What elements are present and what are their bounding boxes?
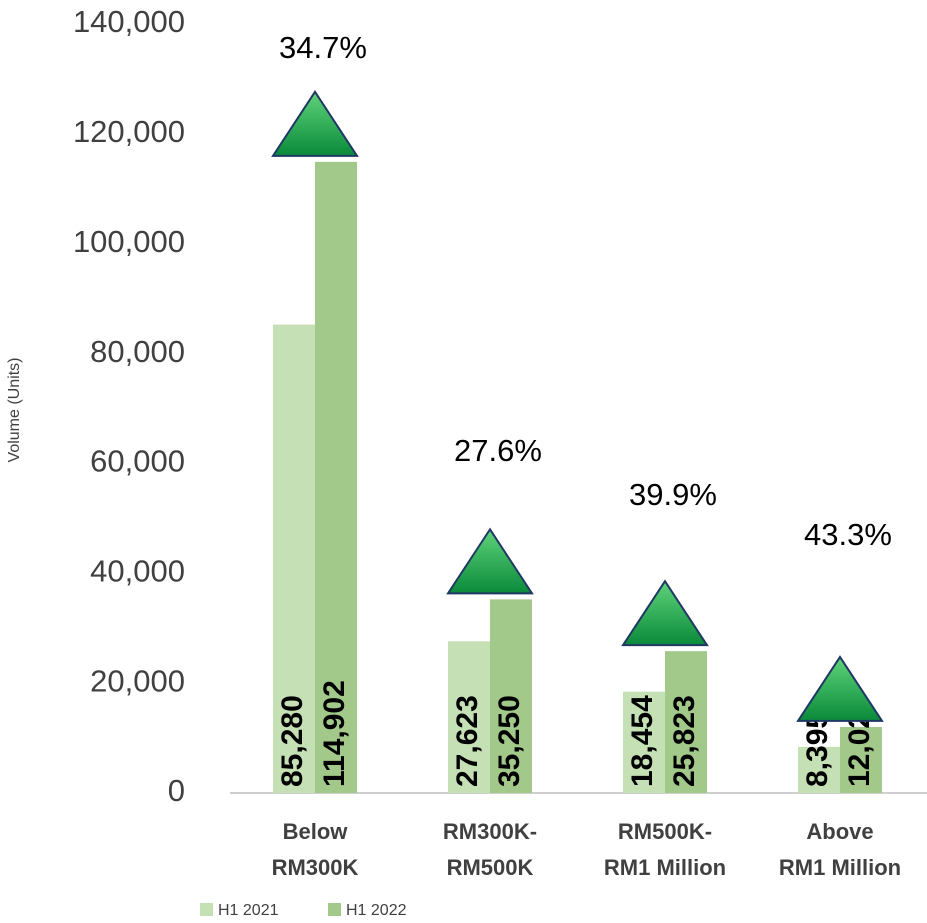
y-tick-label: 40,000 (90, 553, 185, 588)
x-tick-label-line: RM300K- (443, 819, 537, 844)
x-tick-label-line: RM1 Million (779, 855, 901, 880)
data-label: 18,454 (626, 695, 659, 787)
legend-swatch (200, 903, 213, 916)
y-axis-label: Volume (Units) (6, 358, 23, 463)
y-tick-label: 120,000 (73, 114, 185, 149)
growth-label: 39.9% (629, 477, 717, 512)
data-label: 25,823 (668, 695, 701, 787)
y-tick-label: 20,000 (90, 663, 185, 698)
x-tick-label-line: Above (806, 819, 873, 844)
legend-label: H1 2021 (218, 902, 279, 919)
x-tick-label-line: Below (283, 819, 349, 844)
y-tick-label: 0 (168, 773, 185, 808)
growth-arrow (446, 527, 534, 595)
growth-label: 43.3% (804, 517, 892, 552)
bar (623, 691, 665, 793)
x-tick-label: Below RM300K (272, 819, 359, 880)
data-label: 8,395 (801, 712, 834, 787)
y-tick-label: 80,000 (90, 334, 185, 369)
bar (665, 651, 707, 793)
data-label: 27,623 (451, 695, 484, 787)
bar (840, 726, 882, 793)
x-tick-label: RM300K- RM500K (443, 819, 537, 880)
x-tick-label-line: RM500K- (618, 819, 712, 844)
legend-label: H1 2022 (346, 902, 407, 919)
x-tick-label: Above RM1 Million (779, 819, 901, 880)
x-tick-label: RM500K- RM1 Million (604, 819, 726, 880)
growth-arrow (271, 90, 359, 157)
growth-label: 27.6% (454, 433, 542, 468)
x-tick-label-line: RM300K (272, 855, 359, 880)
growth-arrow (621, 579, 709, 647)
growth-arrow (796, 655, 884, 722)
bar (490, 599, 532, 793)
y-tick-label: 60,000 (90, 444, 185, 479)
legend-swatch (328, 903, 341, 916)
data-label: 85,280 (276, 695, 309, 787)
bar (798, 746, 840, 793)
x-tick-label-line: RM500K (447, 855, 534, 880)
bar (448, 641, 490, 793)
data-label: 114,902 (318, 680, 351, 787)
growth-label: 34.7% (279, 30, 367, 65)
bar (273, 324, 315, 793)
y-tick-label: 100,000 (73, 224, 185, 259)
x-tick-label-line: RM1 Million (604, 855, 726, 880)
y-tick-label: 140,000 (73, 4, 185, 39)
bar (315, 161, 357, 793)
data-label: 35,250 (493, 695, 526, 787)
